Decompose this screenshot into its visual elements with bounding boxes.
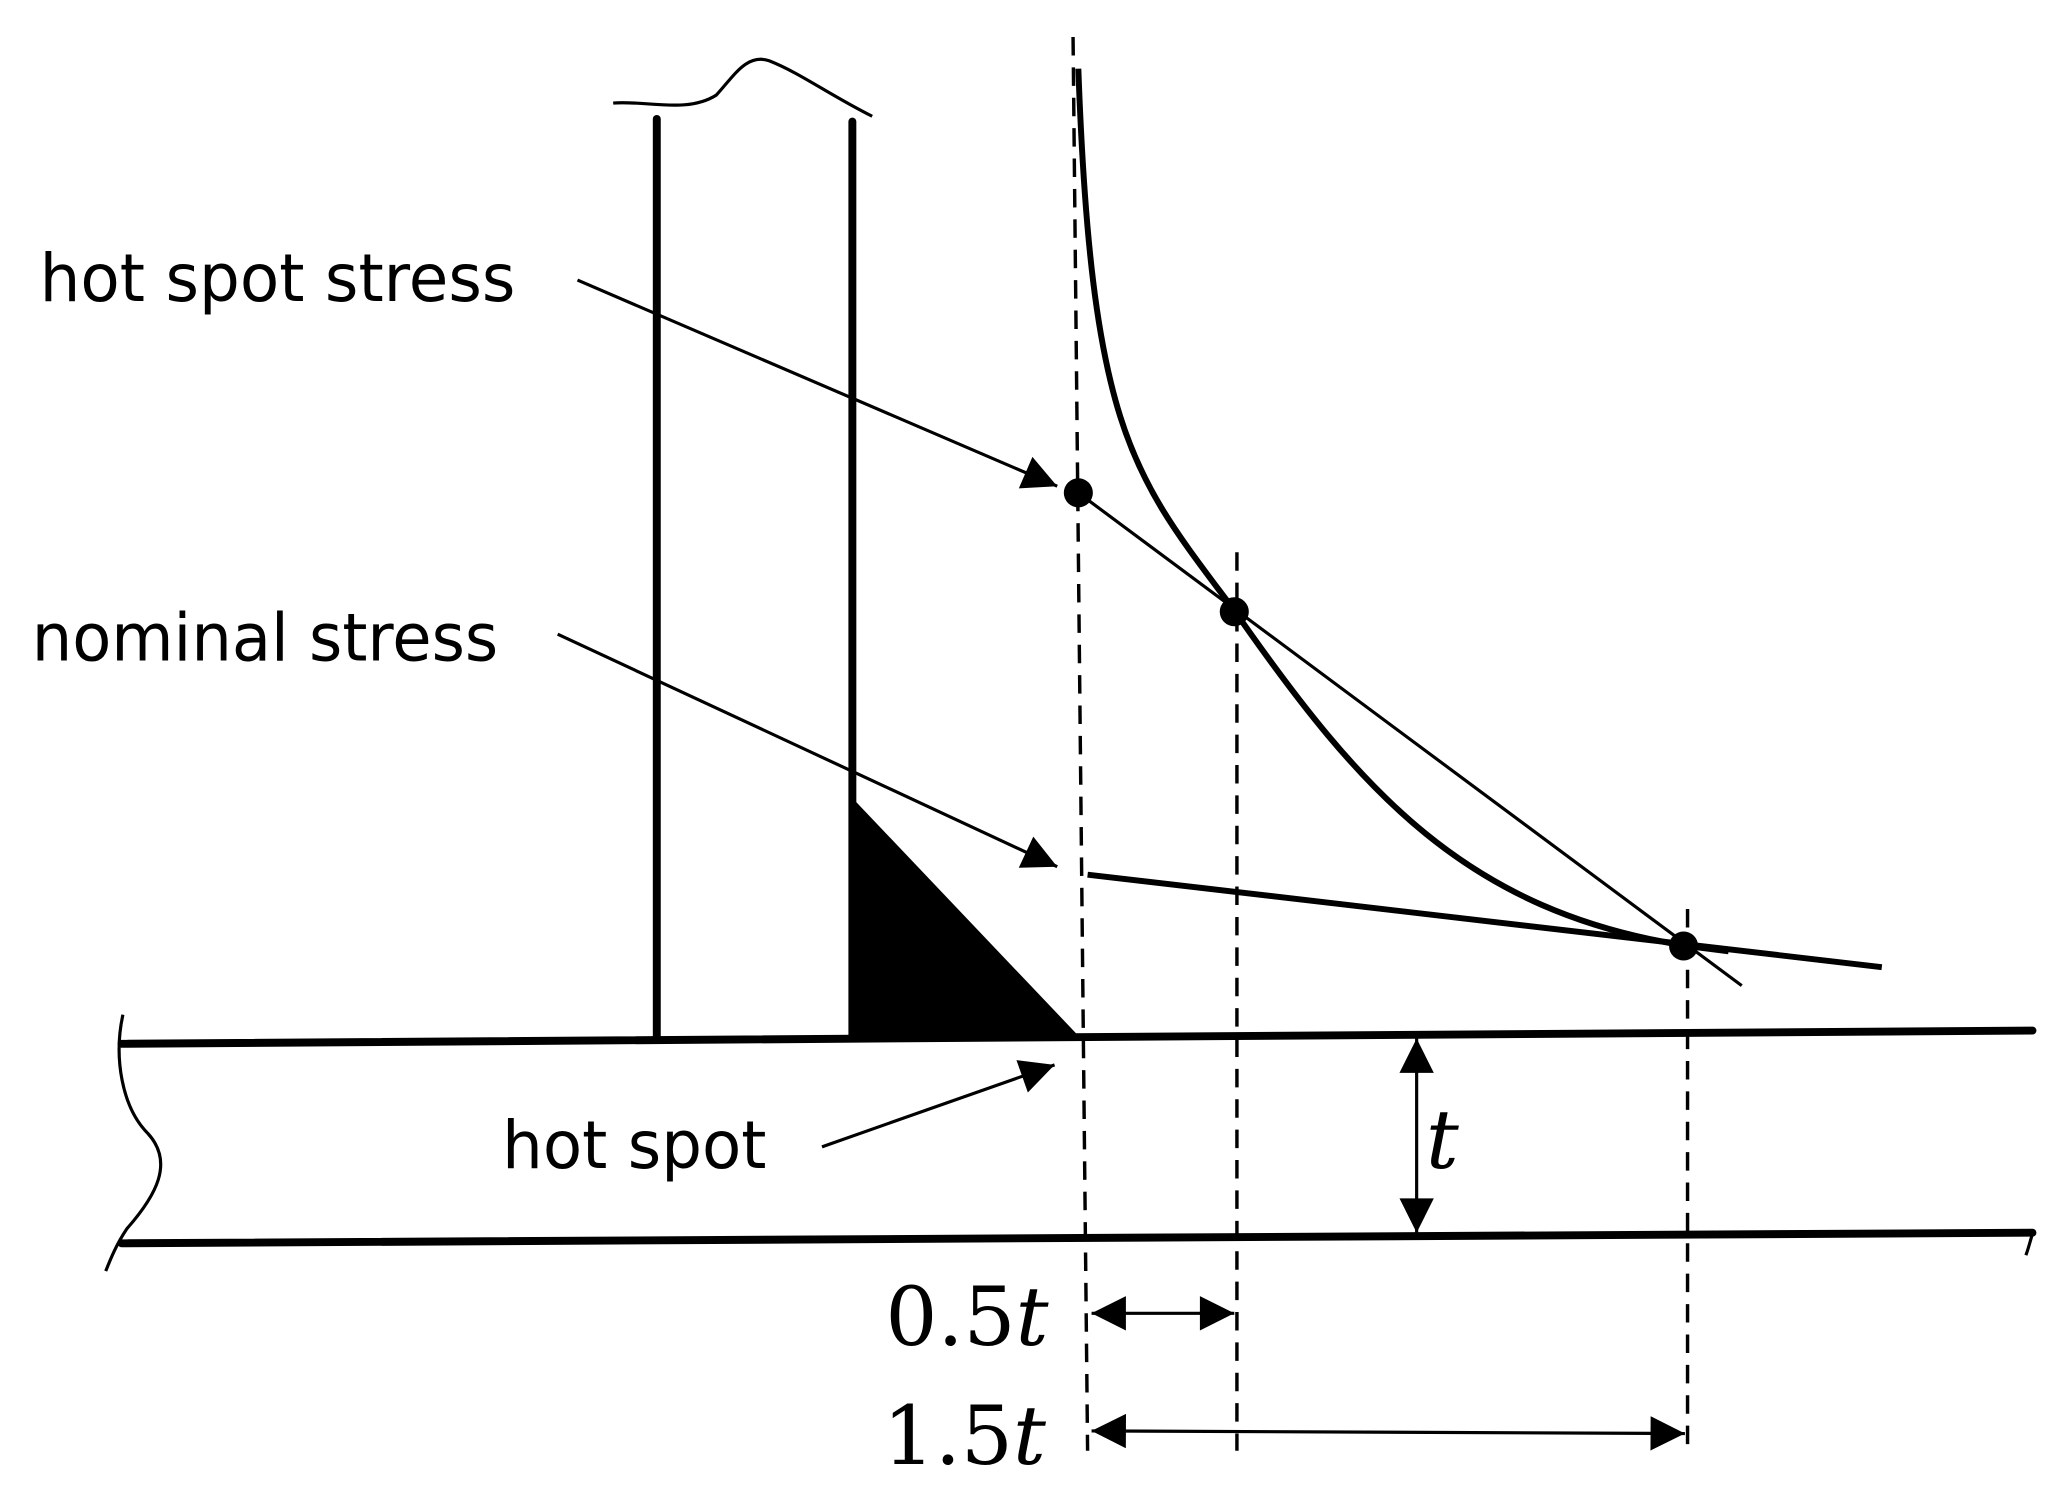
dimension-label-1-5-variable: t	[1013, 1389, 1047, 1484]
dimension-label-0-5-number: 0.5	[885, 1270, 1015, 1365]
dimension-label-1-5-number: 1.5	[883, 1389, 1013, 1484]
hot-spot-stress-leader-arrow	[576, 278, 1058, 489]
plate-right-break-mark	[2024, 1233, 2034, 1256]
nominal-stress-leader-arrow	[557, 632, 1058, 869]
hot-spot-leader-arrow	[821, 1060, 1056, 1149]
nominal-stress-line	[1087, 871, 1883, 971]
dashed-line-weld-toe	[1071, 36, 1090, 1451]
hot-spot-label: hot spot	[502, 1107, 766, 1184]
reference-point-0-5t	[1219, 597, 1249, 627]
thickness-label: t	[1426, 1093, 1460, 1188]
extrapolation-line	[1077, 491, 1743, 987]
reference-point-1-5t	[1669, 931, 1699, 961]
attachment-break-line	[613, 57, 873, 118]
fillet-weld	[852, 798, 1081, 1039]
dimension-label-0-5: 0.5t	[885, 1270, 1049, 1365]
attachment-plate	[613, 57, 873, 1043]
base-plate	[104, 1014, 2037, 1272]
plate-bottom-edge	[117, 1228, 2037, 1248]
reference-dashed-lines	[1071, 36, 1690, 1451]
dimension-arrow-1-5t	[1091, 1413, 1685, 1451]
dimension-label-0-5-variable: t	[1016, 1270, 1050, 1365]
hot-spot-stress-label: hot spot stress	[40, 240, 516, 317]
dimension-label-1-5: 1.5t	[883, 1389, 1047, 1484]
hot-spot-stress-point	[1063, 478, 1093, 508]
plate-break-line	[104, 1014, 163, 1272]
stress-distribution-curve	[1075, 68, 1729, 955]
nominal-stress-label: nominal stress	[32, 600, 498, 677]
